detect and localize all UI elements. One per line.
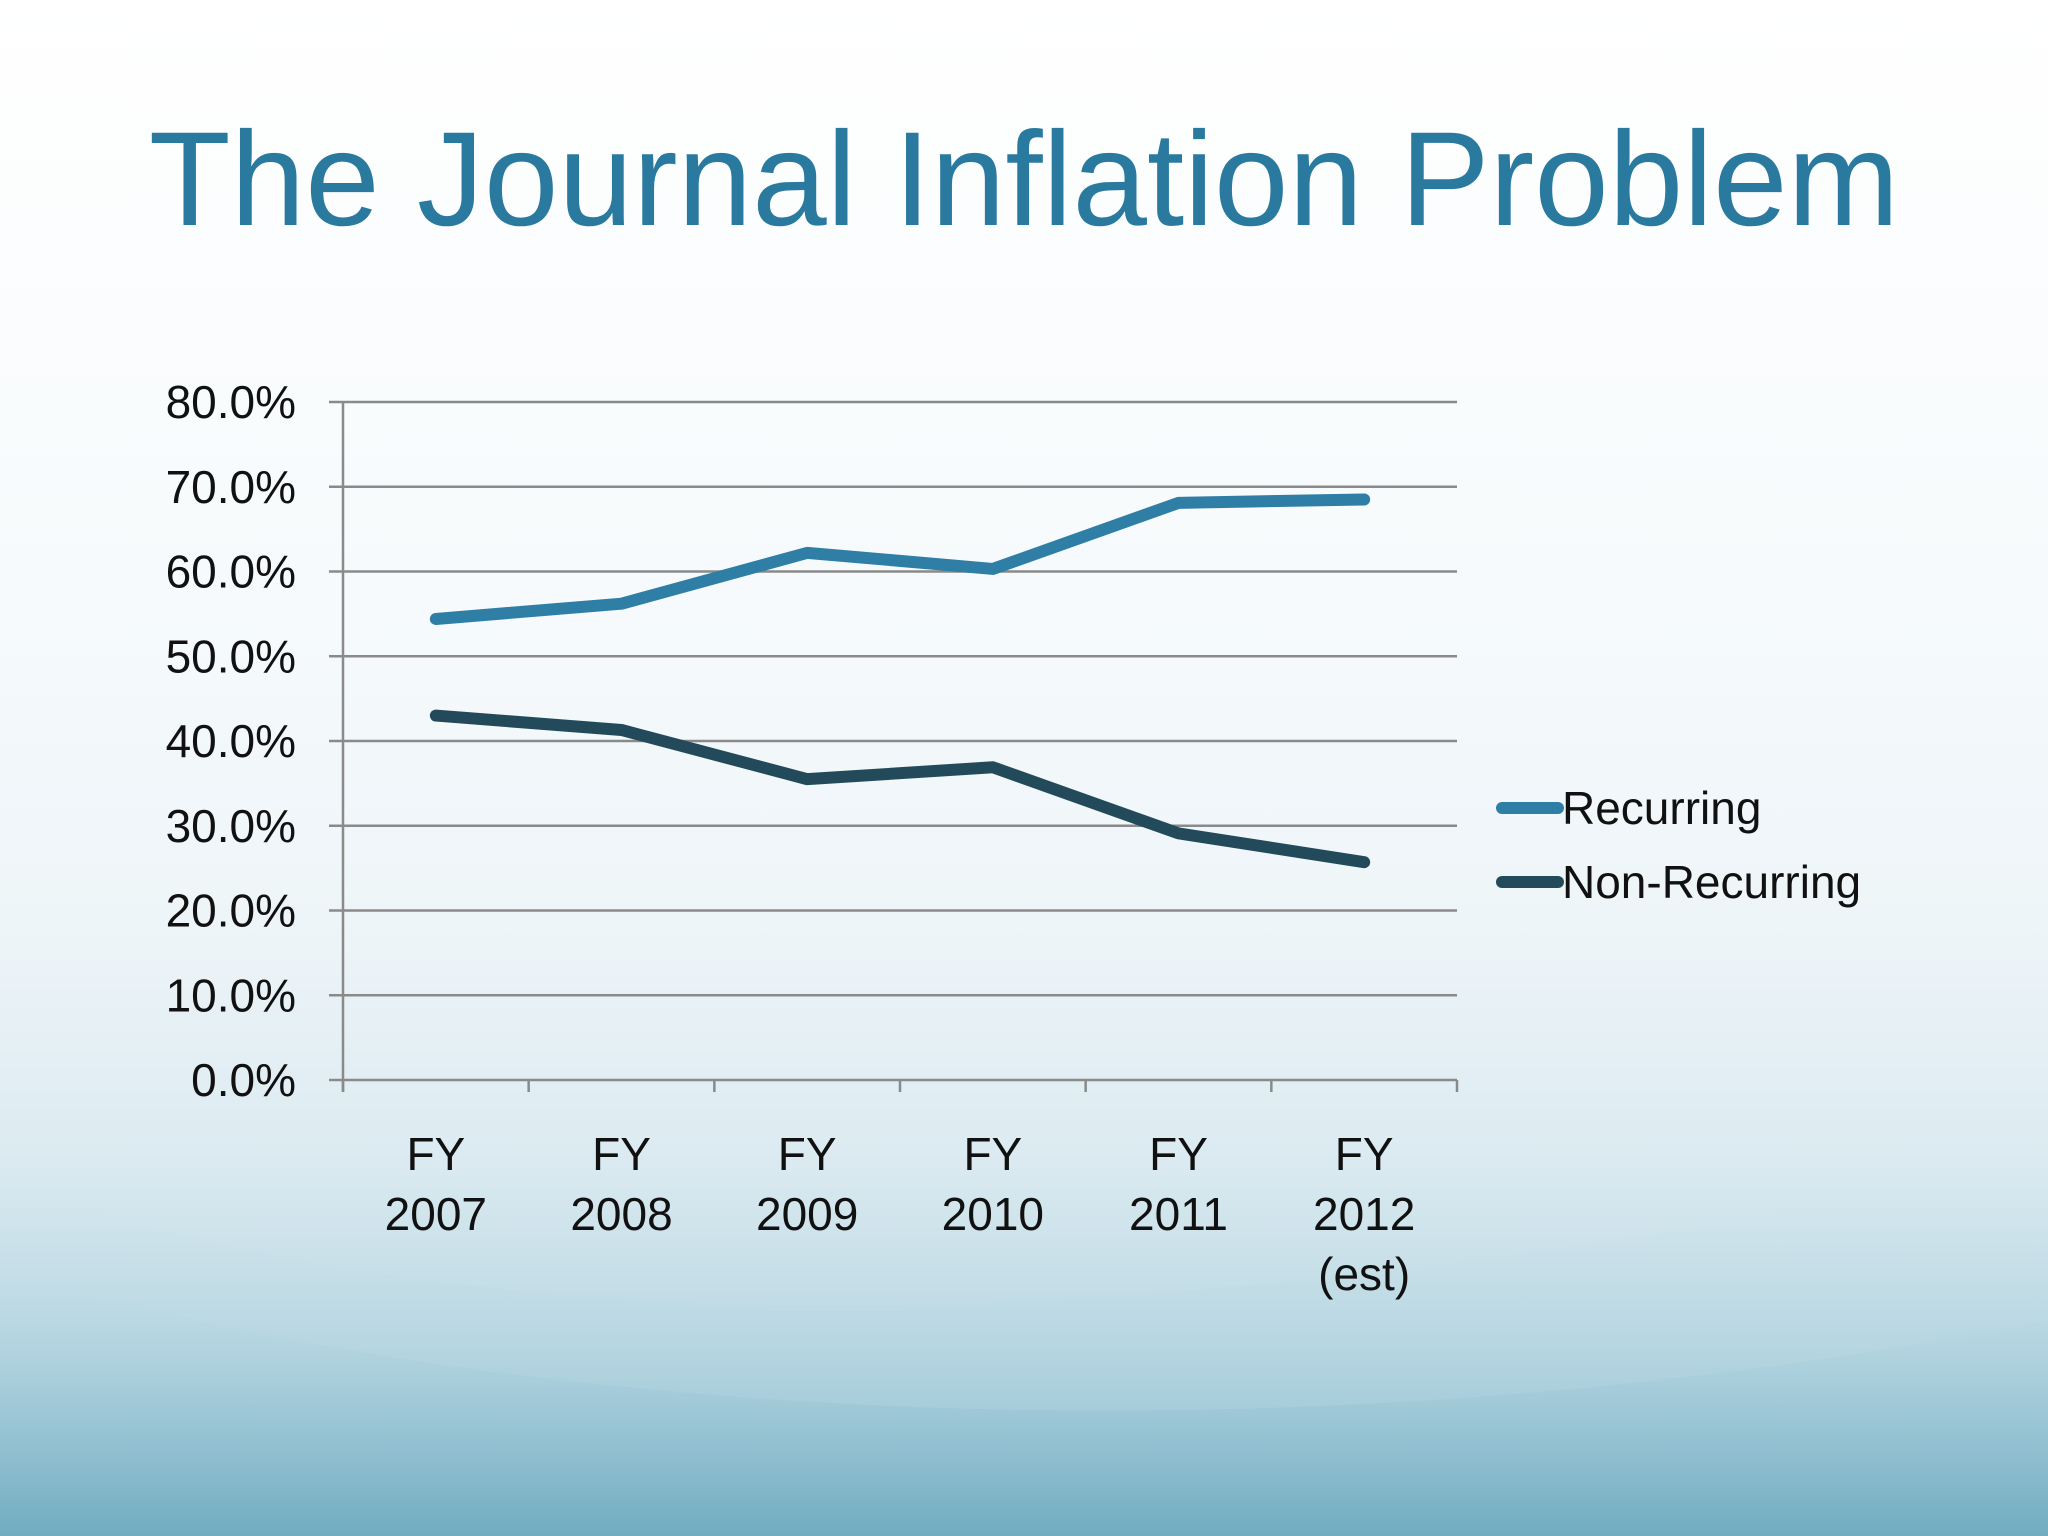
data-point <box>1363 498 1366 501</box>
x-tick-label: FY 2009 <box>756 1128 858 1240</box>
data-point <box>1363 861 1366 864</box>
y-tick-label: 80.0% <box>166 376 296 428</box>
x-tick-label-line: 2011 <box>1129 1188 1228 1240</box>
x-tick-label: FY 2007 <box>385 1128 487 1240</box>
legend-label: Non-Recurring <box>1562 856 1861 908</box>
x-tick-label: FY 2010 <box>942 1128 1044 1240</box>
background-wave-front <box>0 1270 2048 1536</box>
x-tick-label-line: (est) <box>1318 1248 1410 1300</box>
x-tick-label-line: FY <box>1335 1128 1394 1180</box>
data-point <box>806 778 809 781</box>
x-tick-label-line: 2007 <box>385 1188 487 1240</box>
x-tick-label: FY 2011 <box>1129 1128 1228 1240</box>
x-tick-label-line: 2009 <box>756 1188 858 1240</box>
x-tick-label-line: FY <box>592 1128 651 1180</box>
y-tick-label: 60.0% <box>166 546 296 598</box>
axes <box>329 402 1459 1092</box>
x-tick-label-line: FY <box>406 1128 465 1180</box>
y-tick-label: 40.0% <box>166 715 296 767</box>
data-point <box>1177 832 1180 835</box>
data-point <box>806 551 809 554</box>
data-point <box>620 728 623 731</box>
x-tick-label: FY 2012 (est) <box>1313 1128 1415 1300</box>
x-tick-label-line: FY <box>1149 1128 1208 1180</box>
series-lines <box>429 493 1371 869</box>
gridlines <box>329 400 1457 997</box>
legend: Recurring Non-Recurring <box>1496 782 1861 908</box>
data-point <box>620 602 623 605</box>
y-tick-label: 70.0% <box>166 461 296 513</box>
y-tick-label: 20.0% <box>166 885 296 937</box>
y-tick-label: 50.0% <box>166 630 296 682</box>
data-point <box>991 766 994 769</box>
y-tick-label: 10.0% <box>166 969 296 1021</box>
y-tick-label: 0.0% <box>191 1054 296 1106</box>
data-point <box>434 714 437 717</box>
y-tick-label: 30.0% <box>166 800 296 852</box>
x-tick-label-line: 2008 <box>570 1188 672 1240</box>
x-axis-tick-labels: FY 2007 FY 2008 FY 2009 FY 2010 FY 2011 FY 2012 (est… <box>385 1128 1416 1300</box>
y-axis-tick-labels: 0.0% 10.0% 20.0% 30.0% 40.0% 50.0% 60.0% 70.0% 8… <box>166 376 296 1106</box>
data-point <box>991 567 994 570</box>
data-point <box>434 617 437 620</box>
x-tick-label-line: FY <box>963 1128 1022 1180</box>
x-tick-label-line: 2012 <box>1313 1188 1415 1240</box>
legend-label: Recurring <box>1562 782 1761 834</box>
x-tick-label: FY 2008 <box>570 1128 672 1240</box>
x-tick-label-line: FY <box>778 1128 837 1180</box>
x-tick-label-line: 2010 <box>942 1188 1044 1240</box>
data-point <box>1177 501 1180 504</box>
series-line-recurring <box>429 493 1371 625</box>
slide-title: The Journal Inflation Problem <box>148 105 1900 254</box>
series-line-non-recurring <box>429 709 1371 869</box>
